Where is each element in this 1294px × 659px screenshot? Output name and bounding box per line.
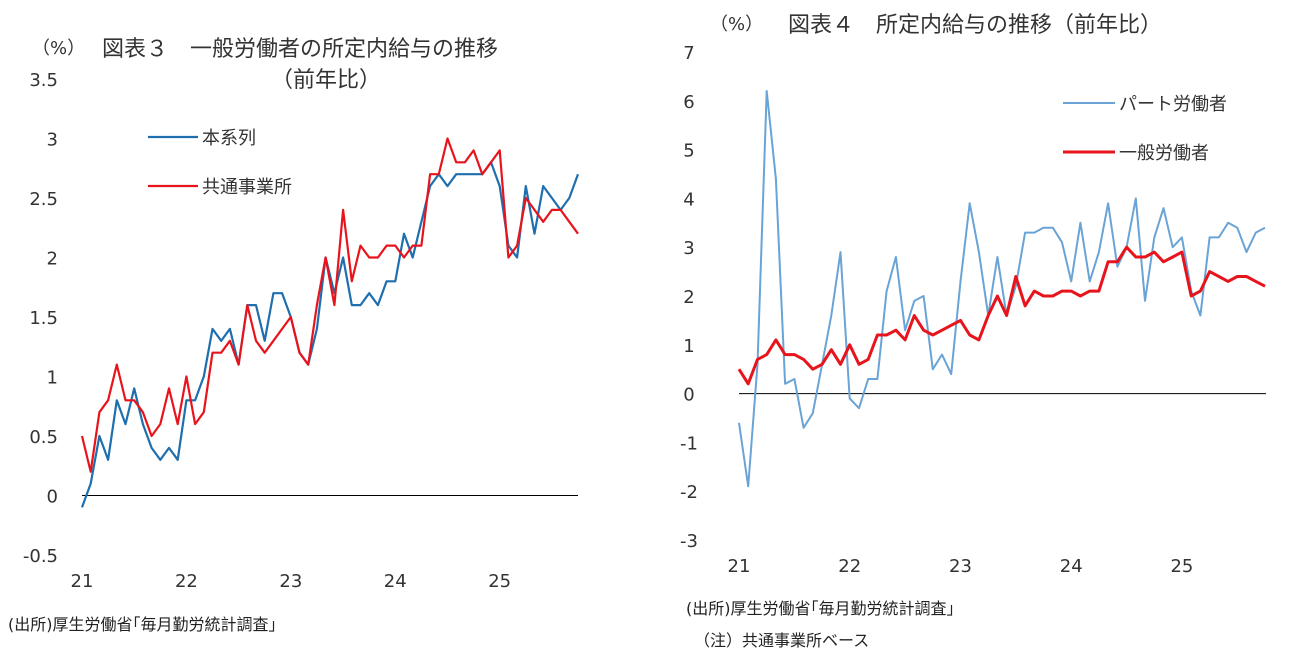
chart4-x-tick-label: 21 [728,556,751,577]
chart4-x-tick-label: 22 [838,556,861,577]
chart4-y-tick-label: -1 [680,433,698,454]
chart4-y-tick-label: 2 [683,287,694,308]
chart4-unit-label: （%） [710,14,763,35]
chart3-x-tick-label: 25 [488,571,511,592]
chart4-title: 図表４ 所定内給与の推移（前年比） [788,13,1162,38]
chart4-note: （注）共通事業所ベース [694,631,869,650]
chart4-y-tick-label: 1 [683,336,694,357]
chart3-y-tick-label: -0.5 [23,546,58,567]
chart4-y-tick-label: 5 [683,141,694,162]
chart3-x-tick-label: 23 [279,571,302,592]
chart4-y-tick-label: 4 [683,189,694,210]
chart3-y-tick-label: 3.5 [29,70,58,91]
chart4-legend-label: パート労働者 [1119,94,1227,115]
chart3-x-tick-label: 22 [175,571,198,592]
chart4-legend-label: 一般労働者 [1119,143,1209,164]
chart4-x-tick-label: 23 [949,556,972,577]
chart3-subtitle: （前年比） [271,68,381,93]
chart3-y-tick-label: 0 [47,487,58,508]
chart3-y-tick-label: 2 [47,249,58,270]
chart4-x-tick-label: 25 [1170,556,1193,577]
chart3-legend-label: 共通事業所 [202,177,292,198]
chart3-series-line-1 [80,161,580,508]
chart3-y-tick-label: 2.5 [29,189,58,210]
chart3-y-tick-label: 3 [47,130,58,151]
chart3-series-line-2 [80,137,579,473]
chart4-y-tick-label: 7 [683,43,694,64]
chart4-y-tick-label: 0 [683,385,694,406]
chart3-y-tick-label: 1 [47,368,58,389]
chart4-y-tick-label: 3 [683,238,694,259]
chart4-series-line-2 [737,245,1266,386]
chart3-title: 図表３ 一般労働者の所定内給与の推移 [102,37,498,62]
chart4-x-tick-label: 24 [1060,556,1083,577]
chart4-series-line-1 [738,90,1266,488]
chart4-source: (出所)厚生労働省｢毎月勤労統計調査」 [686,599,963,618]
chart3-x-tick-label: 21 [71,571,94,592]
chart3-x-tick-label: 24 [384,571,407,592]
chart3-source: (出所)厚生労働省｢毎月勤労統計調査」 [8,615,285,634]
chart4-y-tick-label: -2 [680,482,698,503]
chart4-y-tick-label: -3 [680,531,698,552]
chart3-y-tick-label: 1.5 [29,308,58,329]
chart3-unit-label: （%） [32,38,85,59]
chart3-legend-label: 本系列 [202,128,256,149]
chart3-y-tick-label: 0.5 [29,427,58,448]
chart4-y-tick-label: 6 [683,92,694,113]
